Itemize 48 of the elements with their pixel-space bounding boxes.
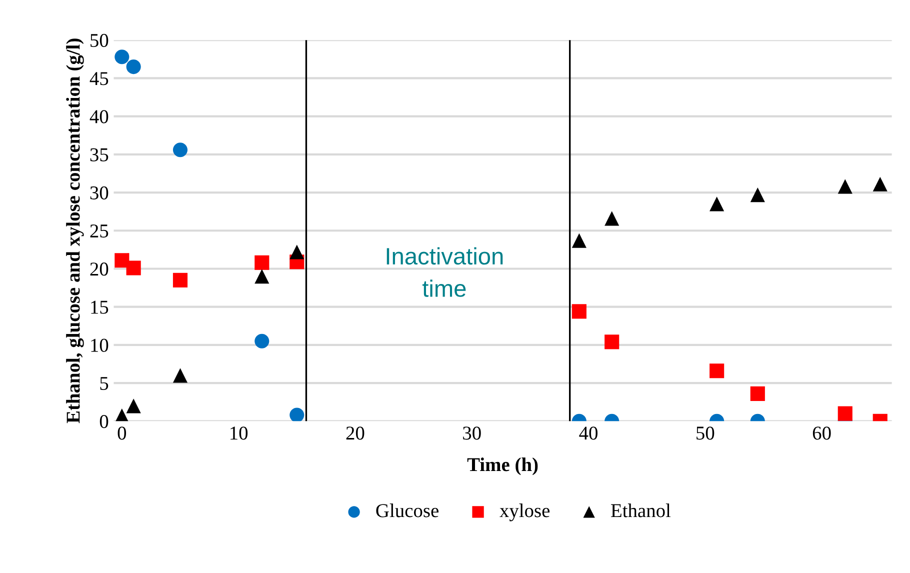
x-tick-label: 10 bbox=[230, 426, 248, 440]
point bbox=[572, 233, 586, 248]
y-tick-label: 0 bbox=[100, 414, 108, 428]
y-tick-label: 20 bbox=[90, 262, 108, 276]
point bbox=[750, 188, 765, 202]
point bbox=[172, 142, 188, 158]
y-tick-label: 45 bbox=[90, 72, 108, 86]
x-tick-label: 0 bbox=[118, 426, 126, 440]
point bbox=[254, 255, 270, 270]
y-axis-title: Ethanol, glucose and xylose concentration (g/l) bbox=[66, 38, 84, 424]
point bbox=[838, 406, 852, 421]
x-tick-label: 60 bbox=[812, 426, 831, 440]
point bbox=[872, 176, 888, 192]
y-tick-label: 35 bbox=[90, 148, 108, 162]
y-tick-label: 50 bbox=[90, 34, 108, 48]
y-tick-label: 40 bbox=[90, 110, 108, 124]
point bbox=[172, 272, 188, 288]
point bbox=[572, 304, 586, 319]
x-tick-label: 30 bbox=[463, 426, 481, 440]
x-tick-label: 50 bbox=[696, 426, 714, 440]
point bbox=[604, 211, 620, 226]
point bbox=[254, 269, 270, 284]
point bbox=[114, 253, 130, 268]
point bbox=[710, 196, 724, 212]
y-tick-label: 10 bbox=[91, 338, 108, 352]
x-tick-label: 20 bbox=[346, 426, 364, 440]
point bbox=[172, 368, 188, 383]
legend-label: xylose bbox=[500, 504, 550, 522]
point bbox=[126, 60, 141, 74]
point bbox=[290, 244, 304, 260]
point bbox=[114, 50, 130, 64]
point bbox=[254, 334, 270, 348]
y-tick-label: 30 bbox=[90, 186, 108, 200]
point bbox=[710, 364, 724, 378]
y-tick-label: 5 bbox=[100, 377, 108, 390]
point bbox=[750, 386, 765, 402]
x-tick-label: 40 bbox=[579, 426, 598, 440]
point bbox=[126, 260, 141, 276]
point bbox=[604, 334, 620, 350]
annotation: Inactivation time bbox=[386, 247, 503, 297]
point bbox=[290, 408, 304, 422]
legend-label: Glucose bbox=[376, 504, 438, 518]
y-tick-label: 15 bbox=[91, 300, 108, 314]
point bbox=[838, 179, 852, 194]
x-axis-title: Time (h) bbox=[467, 458, 538, 476]
point bbox=[126, 398, 141, 414]
y-tick-label: 25 bbox=[90, 224, 108, 238]
legend-label: Ethanol bbox=[611, 504, 671, 518]
